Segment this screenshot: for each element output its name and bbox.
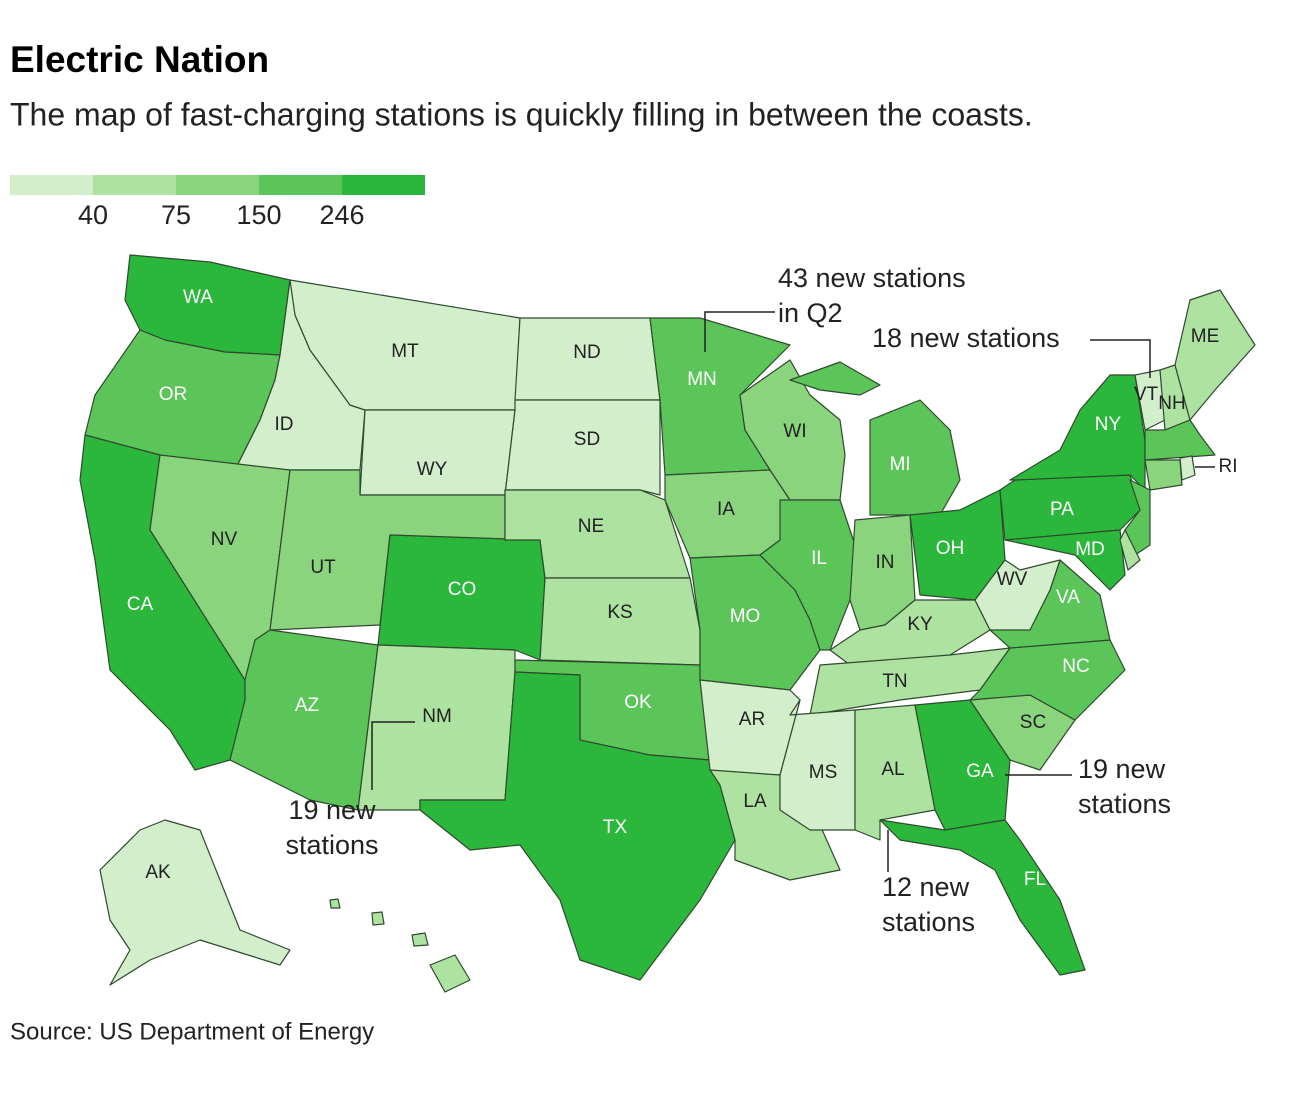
state-label: NC [1062,656,1089,677]
state-label: WY [417,459,448,480]
state [229,629,379,811]
annotation: 19 new [288,795,376,825]
state [329,898,341,909]
state-label: AL [881,759,904,780]
legend-tick-label: 40 [78,200,108,230]
leader-line [371,721,415,790]
state-label: KY [907,614,933,635]
state-label: SC [1020,712,1046,733]
annotation: 18 new stations [872,323,1060,353]
state [429,954,471,993]
state-label: NM [422,706,452,727]
state [359,409,516,496]
source: Source: US Department of Energy [10,1018,374,1045]
leader-line [1090,339,1151,378]
state-label: RI [1219,456,1238,477]
annotation: 19 new [1078,754,1166,784]
state-label: ND [573,342,600,363]
state-label: VA [1056,587,1080,608]
legend-swatch [342,175,425,195]
state-label: IA [717,499,735,520]
state-label: LA [743,791,767,812]
state-label: WA [183,287,213,308]
state-label: NY [1095,414,1122,435]
legend-tick-label: 246 [319,200,364,230]
chart-subtitle: The map of fast-charging stations is qui… [10,96,1033,132]
chart-title: Electric Nation [10,39,269,80]
state-label: TN [882,671,907,692]
state-label: NV [211,529,238,550]
state-label: CO [448,579,477,600]
state-label: NE [578,516,604,537]
state-label: IL [811,548,827,569]
state [1144,459,1183,491]
state [411,932,429,947]
annotation: stations [882,907,975,937]
state [371,911,385,926]
state [759,499,856,651]
state [879,819,1086,976]
state-label: MO [730,606,761,627]
state-label: ME [1191,326,1220,347]
state [419,671,736,981]
legend-swatch [10,175,93,195]
state [1004,529,1126,591]
state-label: TX [603,817,628,838]
state-label: MN [687,369,717,390]
state [99,819,291,986]
state [789,361,881,396]
state [1144,419,1216,461]
state [1174,289,1256,421]
state [1179,455,1196,481]
state-label: MT [391,341,419,362]
annotation: in Q2 [778,298,843,328]
state-label: IN [876,552,895,573]
state-label: WI [783,421,806,442]
legend-tick-label: 150 [236,200,281,230]
state-label: AK [145,862,171,883]
state-label: WV [997,569,1028,590]
annotation: 43 new stations [778,263,966,293]
state-label: AR [739,709,765,730]
state [357,644,516,811]
state [869,399,961,516]
state-label: MD [1075,539,1105,560]
state-label: GA [966,761,994,782]
state-label: OH [936,538,965,559]
state-label: UT [310,557,336,578]
state-label: KS [607,602,632,623]
legend-swatch [176,175,259,195]
state-label: SD [574,429,600,450]
state [1009,374,1146,491]
leader-line [704,311,775,352]
state-label: ID [275,414,294,435]
annotation: stations [285,830,378,860]
annotation: stations [1078,789,1171,819]
state-label: OK [624,692,652,713]
legend-tick-label: 75 [161,200,191,230]
state-label: MI [889,454,910,475]
state-label: VT [1134,384,1159,405]
state-label: FL [1024,869,1046,890]
state-label: CA [127,594,154,615]
legend-swatch [93,175,176,195]
state-label: AZ [295,695,320,716]
state-label: PA [1050,499,1074,520]
state-label: OR [159,384,188,405]
annotation: 12 new [882,872,970,902]
legend-swatch [259,175,342,195]
state [1119,529,1141,571]
state-label: MS [809,762,838,783]
state [974,559,1061,631]
state-label: NH [1158,393,1185,414]
